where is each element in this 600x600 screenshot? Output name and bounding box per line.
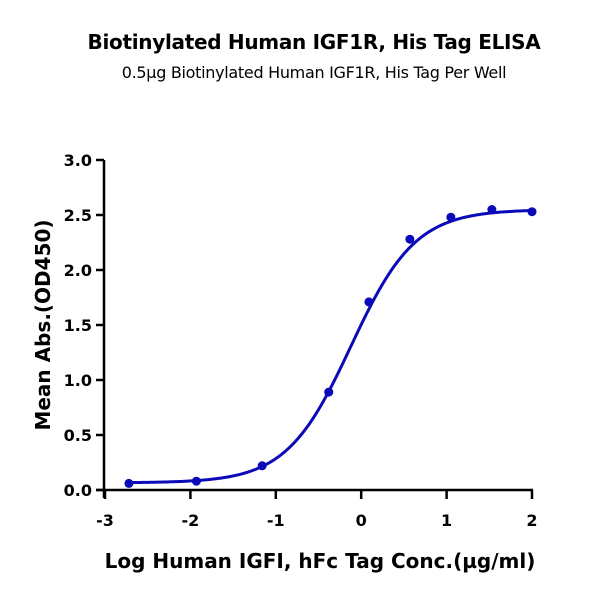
x-tick-label: 0 bbox=[356, 511, 367, 530]
y-tick-label: 1.0 bbox=[64, 371, 92, 390]
data-point bbox=[487, 205, 497, 214]
y-tick-label: 3.0 bbox=[64, 151, 92, 170]
data-point bbox=[364, 297, 374, 307]
y-axis-title: Mean Abs.(OD450) bbox=[31, 219, 55, 430]
fit-curve-line bbox=[128, 208, 533, 485]
x-tick-label: -1 bbox=[267, 511, 285, 530]
data-point bbox=[527, 207, 537, 217]
chart-subtitle: 0.5µg Biotinylated Human IGF1R, His Tag … bbox=[121, 63, 507, 82]
x-tick-label: 1 bbox=[441, 511, 452, 530]
x-tick-label: -2 bbox=[182, 511, 200, 530]
data-point bbox=[446, 212, 456, 222]
data-point bbox=[124, 478, 134, 488]
x-tick-label: 2 bbox=[526, 511, 537, 530]
x-axis-title: Log Human IGFI, hFc Tag Conc.(µg/ml) bbox=[105, 549, 536, 573]
y-tick-label: 1.5 bbox=[64, 316, 92, 335]
data-point bbox=[324, 387, 334, 397]
y-tick-label: 0.0 bbox=[64, 481, 92, 500]
x-tick-label: -3 bbox=[96, 511, 114, 530]
data-point bbox=[191, 476, 201, 486]
axes: 0.0 0.5 1.0 1.5 2.0 2.5 3.0 -3 -2 -1 0 1 2 bbox=[64, 151, 538, 530]
data-point bbox=[257, 461, 267, 471]
y-tick-label: 2.5 bbox=[64, 206, 92, 225]
y-tick-label: 0.5 bbox=[64, 426, 92, 445]
chart-title: Biotinylated Human IGF1R, His Tag ELISA bbox=[87, 30, 541, 54]
y-tick-label: 2.0 bbox=[64, 261, 92, 280]
data-points bbox=[124, 205, 537, 488]
fit-curve bbox=[128, 208, 533, 485]
data-point bbox=[405, 234, 415, 244]
